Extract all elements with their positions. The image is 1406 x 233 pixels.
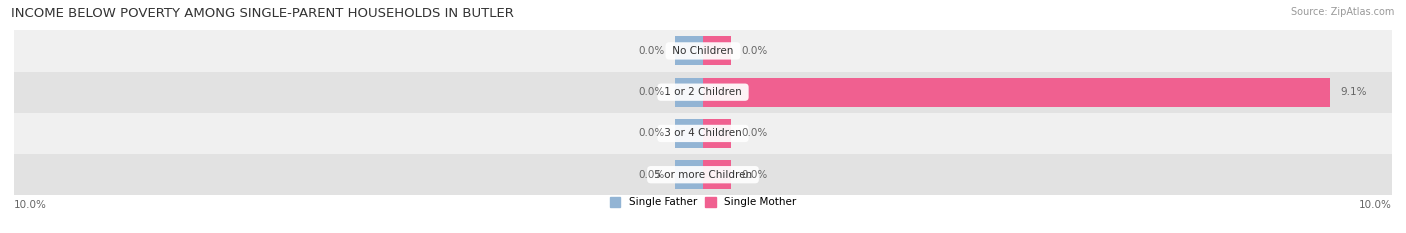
Text: 0.0%: 0.0% xyxy=(638,170,665,180)
Text: No Children: No Children xyxy=(669,46,737,56)
Bar xyxy=(14,154,1392,195)
Bar xyxy=(675,119,703,148)
Bar xyxy=(703,37,731,65)
Text: 9.1%: 9.1% xyxy=(1340,87,1367,97)
Legend: Single Father, Single Mother: Single Father, Single Mother xyxy=(610,197,796,207)
Text: 0.0%: 0.0% xyxy=(638,46,665,56)
Bar xyxy=(703,78,1330,107)
Text: 5 or more Children: 5 or more Children xyxy=(651,170,755,180)
Text: INCOME BELOW POVERTY AMONG SINGLE-PARENT HOUSEHOLDS IN BUTLER: INCOME BELOW POVERTY AMONG SINGLE-PARENT… xyxy=(11,7,515,20)
Text: 0.0%: 0.0% xyxy=(741,170,768,180)
Text: 10.0%: 10.0% xyxy=(1360,200,1392,210)
Text: 0.0%: 0.0% xyxy=(638,87,665,97)
Bar xyxy=(703,160,731,189)
Text: 0.0%: 0.0% xyxy=(638,128,665,138)
Text: Source: ZipAtlas.com: Source: ZipAtlas.com xyxy=(1291,7,1395,17)
Text: 1 or 2 Children: 1 or 2 Children xyxy=(661,87,745,97)
Bar xyxy=(14,72,1392,113)
Bar xyxy=(675,78,703,107)
Bar xyxy=(14,30,1392,72)
Bar xyxy=(675,37,703,65)
Text: 3 or 4 Children: 3 or 4 Children xyxy=(661,128,745,138)
Text: 0.0%: 0.0% xyxy=(741,128,768,138)
Bar xyxy=(703,119,731,148)
Bar xyxy=(675,160,703,189)
Text: 10.0%: 10.0% xyxy=(14,200,46,210)
Bar xyxy=(14,113,1392,154)
Text: 0.0%: 0.0% xyxy=(741,46,768,56)
